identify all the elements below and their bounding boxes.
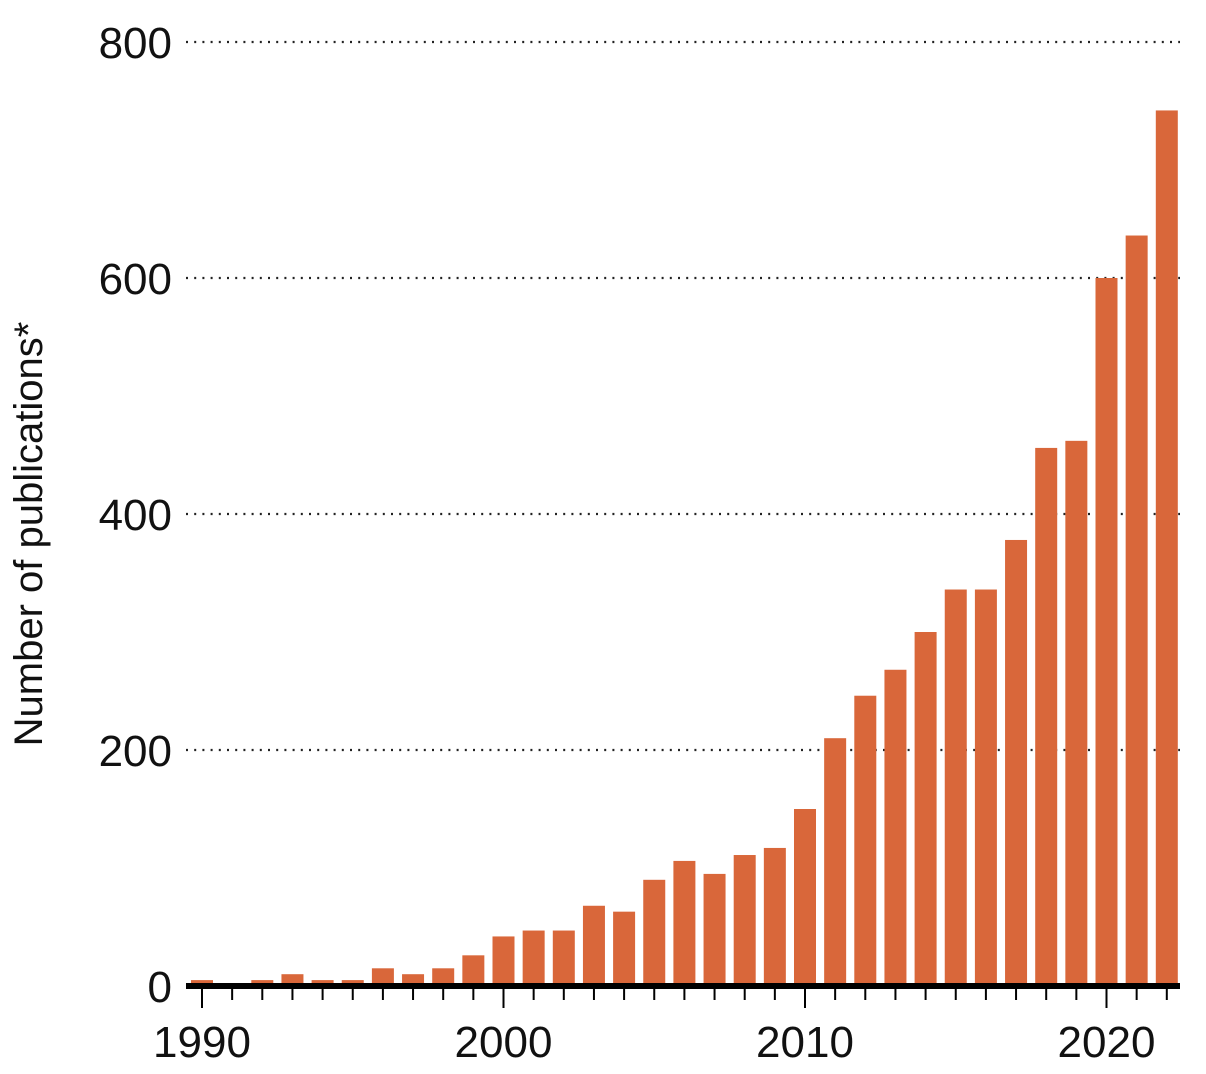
bar-2003 (582, 905, 605, 986)
gridlines (186, 40, 1180, 752)
y-tick-label-0: 0 (148, 963, 172, 1012)
bar-2013 (884, 669, 907, 986)
bar-2001 (522, 930, 545, 986)
bar-2007 (703, 873, 726, 986)
x-ticks (201, 988, 1168, 1008)
y-tick-label-400: 400 (99, 491, 172, 540)
bar-2000 (492, 936, 515, 986)
bar-2012 (854, 695, 877, 986)
bar-2019 (1065, 440, 1088, 987)
bar-2006 (673, 860, 696, 986)
bar-2015 (944, 589, 967, 986)
bar-2021 (1125, 235, 1148, 986)
bar-2018 (1035, 447, 1058, 986)
bar-2005 (643, 879, 666, 986)
y-axis-title: Number of publications* (7, 322, 51, 747)
bar-2011 (824, 738, 847, 986)
x-tick-label-2000: 2000 (455, 1018, 553, 1067)
bar-2002 (552, 930, 575, 986)
bar-1996 (371, 968, 394, 986)
bar-2022 (1155, 110, 1178, 986)
y-tick-label-600: 600 (99, 255, 172, 304)
x-tick-labels: 1990 2000 2010 2020 (153, 1018, 1155, 1067)
x-tick-label-1990: 1990 (153, 1018, 251, 1067)
bar-1999 (462, 955, 485, 986)
bar-2009 (763, 847, 786, 986)
bar-2010 (794, 809, 816, 986)
x-tick-label-2020: 2020 (1058, 1018, 1156, 1067)
bar-1997 (402, 974, 425, 986)
bar-2004 (613, 911, 636, 986)
bar-2016 (974, 589, 997, 986)
bar-2020 (1095, 278, 1118, 986)
y-tick-labels: 0 200 400 600 800 (99, 19, 172, 1012)
y-tick-label-200: 200 (99, 727, 172, 776)
bar-1993 (281, 974, 304, 986)
bar-2017 (1005, 539, 1028, 986)
x-tick-label-2010: 2010 (756, 1018, 854, 1067)
bar-2014 (914, 632, 937, 986)
bar-2008 (733, 855, 756, 986)
bar-1998 (432, 968, 455, 986)
y-tick-label-800: 800 (99, 19, 172, 68)
bars (191, 110, 1178, 987)
